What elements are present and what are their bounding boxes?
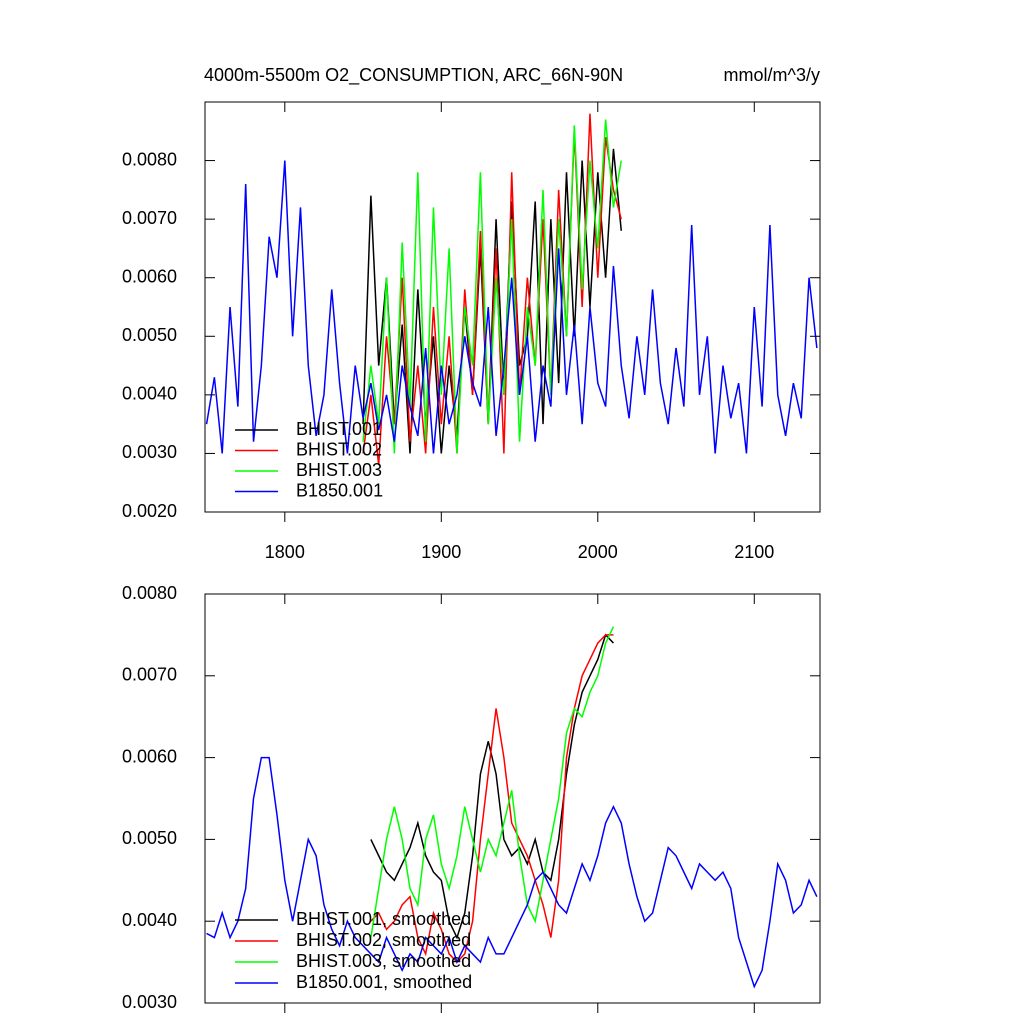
y-tick-label: 0.0050 xyxy=(122,325,177,345)
y-tick-label: 0.0070 xyxy=(122,665,177,685)
y-tick-label: 0.0020 xyxy=(122,501,177,521)
legend-label: B1850.001, smoothed xyxy=(296,972,472,992)
plot-frame xyxy=(204,101,821,513)
y-tick-label: 0.0030 xyxy=(122,442,177,462)
x-tick-label: 1900 xyxy=(421,542,461,562)
y-tick-label: 0.0070 xyxy=(122,208,177,228)
legend-label: BHIST.002 xyxy=(296,439,382,459)
x-tick-label: 2000 xyxy=(578,542,618,562)
series-line xyxy=(362,119,622,454)
legend-label: BHIST.001, smoothed xyxy=(296,909,471,929)
legend-label: BHIST.002, smoothed xyxy=(296,930,471,950)
series-line xyxy=(370,633,614,940)
series-line xyxy=(205,160,818,454)
series-line xyxy=(206,756,818,989)
x-tick-label: 2100 xyxy=(734,542,774,562)
chart-title: 4000m-5500m O2_CONSUMPTION, ARC_66N-90N xyxy=(204,65,623,86)
y-tick-label: 0.0030 xyxy=(122,992,177,1012)
x-tick-label: 1800 xyxy=(265,542,305,562)
units-label: mmol/m^3/y xyxy=(724,65,820,85)
y-tick-label: 0.0080 xyxy=(122,149,177,169)
y-tick-label: 0.0050 xyxy=(122,828,177,848)
plot-frame xyxy=(204,593,821,1004)
y-tick-label: 0.0080 xyxy=(122,583,177,603)
legend-label: BHIST.001 xyxy=(296,419,382,439)
legend-label: BHIST.003 xyxy=(296,460,382,480)
y-tick-label: 0.0040 xyxy=(122,910,177,930)
series-line xyxy=(370,626,615,938)
legend-label: B1850.001 xyxy=(296,480,383,500)
y-tick-label: 0.0060 xyxy=(122,746,177,766)
series-line xyxy=(370,634,614,964)
y-tick-label: 0.0040 xyxy=(122,384,177,404)
y-tick-label: 0.0060 xyxy=(122,266,177,286)
legend-label: BHIST.003, smoothed xyxy=(296,951,471,971)
